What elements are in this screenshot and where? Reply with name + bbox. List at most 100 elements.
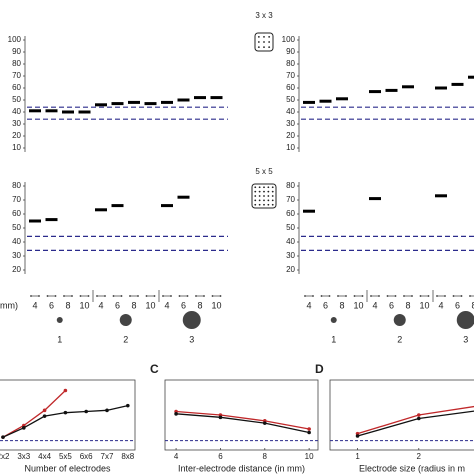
x-tick-label: 10 bbox=[305, 452, 314, 461]
montage-dot bbox=[263, 195, 265, 197]
mean-bar bbox=[303, 209, 315, 213]
x-tick-label: 6 bbox=[455, 300, 460, 310]
electrode-size bbox=[56, 317, 63, 323]
x-axis-label: Number of electrodes bbox=[24, 463, 111, 473]
x-tick-label: 10 bbox=[353, 300, 363, 310]
arrow-end bbox=[427, 295, 430, 297]
montage-dot bbox=[258, 203, 261, 206]
montage-label: 3 x 3 bbox=[255, 11, 273, 20]
montage-dot bbox=[263, 190, 265, 193]
y-tick-label: 60 bbox=[286, 209, 295, 218]
montage-dot bbox=[267, 203, 270, 206]
arrow-end bbox=[436, 295, 438, 297]
electrode-size bbox=[456, 311, 474, 329]
arrow-end bbox=[71, 295, 73, 297]
point bbox=[416, 416, 421, 421]
plot-frame bbox=[0, 379, 136, 451]
y-tick-label: 30 bbox=[286, 251, 295, 260]
point bbox=[416, 413, 421, 417]
y-tick-label: 20 bbox=[286, 265, 295, 274]
montage-dot bbox=[254, 203, 257, 206]
x-tick-label: 4 bbox=[372, 300, 377, 310]
panel-label: D bbox=[315, 362, 324, 376]
x-tick-label: 8 bbox=[471, 300, 474, 310]
y-tick-label: 70 bbox=[286, 195, 295, 204]
mean-bar bbox=[435, 194, 447, 198]
x-tick-label: 8 bbox=[405, 300, 410, 310]
y-tick-label: 50 bbox=[12, 95, 21, 104]
x-tick-label: 10 bbox=[145, 300, 155, 310]
electrode-size bbox=[393, 314, 406, 326]
y-tick-label: 100 bbox=[8, 35, 22, 44]
y-tick-label: 80 bbox=[286, 59, 295, 68]
x-tick-label: 7x7 bbox=[101, 452, 114, 461]
x-tick-label: 4 bbox=[174, 452, 179, 461]
arrow-end bbox=[162, 295, 164, 297]
point bbox=[307, 427, 311, 431]
mean-bar bbox=[210, 96, 223, 100]
arrow-end bbox=[178, 295, 181, 297]
arrow-end bbox=[54, 295, 57, 297]
y-tick-label: 20 bbox=[286, 131, 295, 140]
arrow-end bbox=[30, 295, 32, 297]
arrow-end bbox=[112, 295, 115, 297]
y-tick-label: 40 bbox=[286, 237, 295, 246]
arrow-end bbox=[345, 295, 347, 297]
x-tick-label: 4 bbox=[164, 300, 169, 310]
mean-bar bbox=[451, 82, 464, 86]
x-tick-label: 6 bbox=[389, 300, 394, 310]
montage-dot bbox=[263, 41, 265, 43]
electrode-size bbox=[119, 314, 132, 326]
group-label: 2 bbox=[123, 334, 128, 344]
mean-bar bbox=[385, 88, 398, 92]
y-tick-label: 90 bbox=[286, 47, 295, 56]
electrode-size bbox=[330, 317, 337, 323]
x-tick-label: 8x8 bbox=[121, 452, 134, 461]
point bbox=[1, 435, 5, 439]
arrow-end bbox=[186, 295, 189, 297]
mean-bar bbox=[161, 204, 173, 208]
mean-bar bbox=[369, 90, 381, 94]
point bbox=[63, 388, 68, 393]
x-tick-label: 8 bbox=[263, 452, 268, 461]
mean-bar bbox=[45, 218, 58, 222]
mean-bar bbox=[95, 208, 107, 212]
y-tick-label: 80 bbox=[286, 181, 295, 190]
arrow-end bbox=[120, 295, 123, 297]
x-tick-label: 6x6 bbox=[80, 452, 93, 461]
montage-dot bbox=[263, 46, 265, 49]
arrow-end bbox=[79, 295, 82, 297]
montage-dot bbox=[258, 199, 261, 202]
y-tick-label: 50 bbox=[286, 95, 295, 104]
montage-dot bbox=[267, 186, 270, 189]
mean-bar bbox=[144, 102, 157, 106]
arrow-end bbox=[203, 295, 205, 297]
montage-dot bbox=[263, 199, 265, 202]
arrow-end bbox=[104, 295, 106, 297]
point bbox=[355, 434, 360, 438]
mean-bar bbox=[402, 85, 414, 89]
montage-dot bbox=[271, 190, 274, 193]
x-axis-label: Electrode size (radius in m bbox=[359, 463, 465, 473]
arrow-end bbox=[304, 295, 306, 297]
mean-bar bbox=[161, 100, 173, 104]
group-label: 2 bbox=[397, 334, 402, 344]
x-tick-label: 6 bbox=[115, 300, 120, 310]
arrow-end bbox=[170, 295, 172, 297]
x-tick-label: 5x5 bbox=[59, 452, 72, 461]
point bbox=[63, 410, 68, 415]
y-tick-label: 60 bbox=[12, 209, 21, 218]
group-label: 1 bbox=[57, 334, 62, 344]
electrode-size bbox=[182, 311, 201, 329]
y-tick-label: 80 bbox=[12, 181, 21, 190]
point bbox=[174, 412, 178, 416]
x-tick-label: 6 bbox=[49, 300, 54, 310]
arrow-end bbox=[452, 295, 455, 297]
point bbox=[307, 430, 311, 435]
montage-dot bbox=[267, 190, 270, 193]
montage-icon bbox=[254, 32, 274, 52]
x-tick-label: 10 bbox=[211, 300, 221, 310]
arrow-end bbox=[444, 295, 446, 297]
arrow-end bbox=[211, 295, 214, 297]
y-tick-label: 10 bbox=[286, 143, 295, 152]
